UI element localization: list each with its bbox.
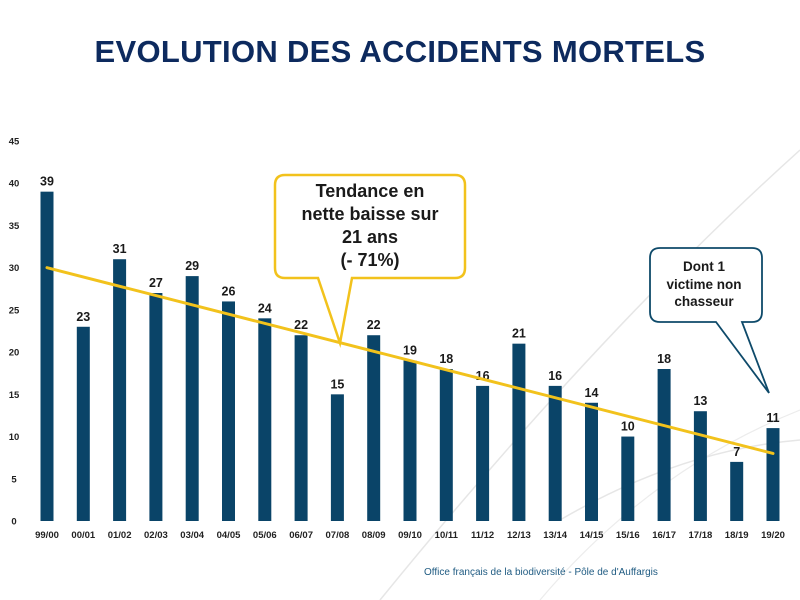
x-tick-label: 08/09 [362,530,386,541]
bar [222,301,235,521]
x-tick-label: 17/18 [689,530,713,541]
callout-line: Dont 1 [683,259,725,274]
bar [693,411,707,521]
bar [40,191,54,521]
callout-line: 21 ans [341,227,399,247]
x-tick-label: 13/14 [543,530,567,541]
data-label: 14 [585,386,599,400]
bar [403,360,417,521]
data-label: 13 [693,394,707,408]
x-tick-label: 16/17 [652,530,676,541]
bar [185,276,199,521]
y-tick-label: 40 [9,179,20,190]
y-tick-label: 45 [9,137,20,148]
y-tick-label: 30 [9,263,20,274]
data-label: 31 [113,242,127,256]
bar [149,293,163,521]
callout-line: chasseur [674,294,734,309]
trend-line [45,266,775,455]
x-tick-label: 02/03 [144,530,168,541]
data-label: 18 [439,352,453,366]
y-tick-label: 25 [9,305,20,316]
x-tick-label: 99/00 [35,530,59,541]
bar [113,259,127,521]
x-tick-label: 15/16 [616,530,640,541]
callout-line: nette baisse sur [301,204,439,224]
data-label: 22 [294,318,308,332]
data-label: 11 [766,411,779,425]
x-tick-label: 01/02 [108,530,132,541]
x-tick-label: 14/15 [580,530,604,541]
data-label: 22 [367,318,381,332]
y-tick-label: 10 [9,432,20,443]
data-label: 18 [657,352,671,366]
callout-line: victime non [666,276,742,292]
data-label: 24 [258,301,272,315]
x-tick-label: 00/01 [71,530,95,541]
x-tick-label: 06/07 [289,530,313,541]
bar [76,326,90,521]
callout-trend [273,173,467,348]
bar [585,402,598,521]
data-label: 27 [149,276,163,290]
chart-title: EVOLUTION DES ACCIDENTS MORTELS [94,34,706,69]
data-label: 23 [76,310,90,324]
data-label: 15 [330,377,344,391]
bar [548,385,562,521]
data-label: 10 [621,420,635,434]
bar [439,369,453,521]
bar [258,318,272,521]
data-label: 26 [222,284,236,298]
callout-line: Tendance en [315,181,425,201]
x-tick-label: 07/08 [326,530,350,541]
bar [730,461,744,521]
callout-line: (- 71%) [340,250,400,270]
data-label: 29 [185,259,199,273]
y-tick-label: 5 [11,474,17,485]
callout-non-hunter-text: Dont 1 victime non chasseur [648,258,760,311]
bar [621,436,635,521]
data-label: 16 [548,369,562,383]
x-tick-label: 19/20 [761,530,785,541]
data-label: 19 [403,344,417,358]
x-tick-label: 18/19 [725,530,749,541]
x-tick-label: 12/13 [507,530,531,541]
x-tick-label: 09/10 [398,530,422,541]
y-tick-label: 15 [9,390,20,401]
x-tick-label: 05/06 [253,530,277,541]
callout-non-hunter-victim [649,247,770,394]
bar [294,335,308,521]
x-tick-label: 03/04 [180,530,204,541]
callout-trend-text: Tendance en nette baisse sur 21 ans (- 7… [272,180,468,272]
data-label: 21 [512,327,526,341]
bar [367,335,381,521]
x-tick-label: 10/11 [435,530,459,541]
data-label: 39 [40,175,54,189]
bar [512,343,526,521]
y-tick-label: 0 [11,517,16,528]
data-label: 7 [733,445,740,459]
x-tick-label: 04/05 [217,530,241,541]
bar [476,385,490,521]
bar [766,428,780,521]
bar [657,369,671,521]
x-tick-label: 11/12 [471,530,494,541]
y-tick-label: 20 [9,348,20,359]
y-tick-label: 35 [9,221,20,232]
footer-credit: Office français de la biodiversité - Pôl… [424,567,658,578]
bar [330,394,344,521]
